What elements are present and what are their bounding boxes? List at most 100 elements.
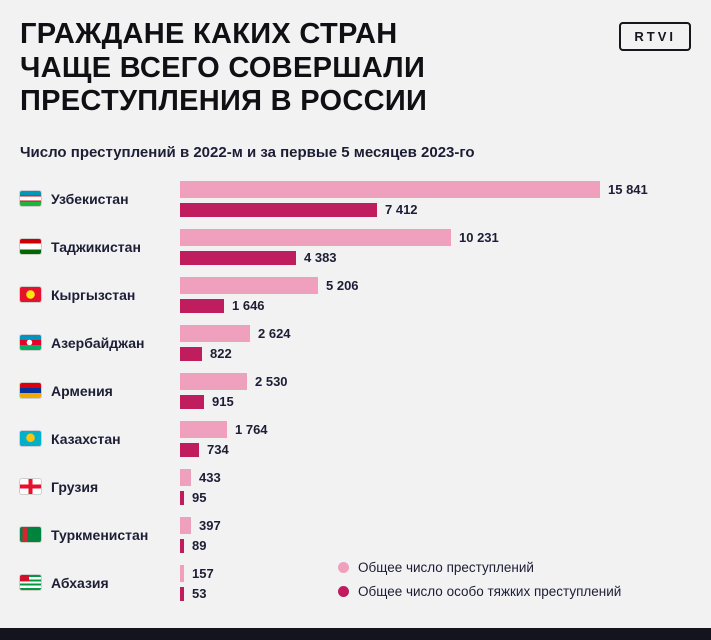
footer-bar (0, 628, 711, 640)
title-line-1: ГРАЖДАНЕ КАКИХ СТРАН (20, 18, 398, 50)
grave-bar-line: 1 646 (180, 298, 359, 314)
total-value: 397 (199, 517, 221, 533)
row-bars: 397 89 (180, 516, 221, 554)
grave-bar (180, 490, 184, 505)
grave-bar-line: 89 (180, 538, 221, 554)
row-label-cell: Казахстан (20, 431, 180, 447)
row-label-cell: Азербайджан (20, 335, 180, 351)
legend-label-grave: Общее число особо тяжких преступлений (358, 584, 622, 599)
row-label-cell: Кыргызстан (20, 287, 180, 303)
total-bar (180, 516, 191, 534)
grave-bar (180, 586, 184, 601)
country-label: Грузия (51, 478, 99, 495)
row-label-cell: Таджикистан (20, 239, 180, 255)
chart-row: Абхазия 157 53 (20, 564, 691, 602)
grave-bar-line: 4 383 (180, 250, 499, 266)
total-bar-line: 10 231 (180, 228, 499, 246)
grave-bar (180, 538, 184, 553)
grave-bar (180, 298, 224, 313)
grave-legend-dot-icon (338, 586, 349, 597)
total-bar (180, 276, 318, 294)
grave-value: 95 (192, 490, 207, 506)
legend: Общее число преступлений Общее число осо… (338, 560, 621, 599)
flag-azerbaijan-icon (20, 335, 41, 351)
country-label: Таджикистан (51, 238, 141, 255)
row-bars: 15 841 7 412 (180, 180, 648, 218)
title-line-3: ПРЕСТУПЛЕНИЯ В РОССИИ (20, 85, 428, 118)
total-bar-line: 157 (180, 564, 214, 582)
grave-value: 89 (192, 538, 207, 554)
grave-bar-line: 822 (180, 346, 291, 362)
rtvi-logo: RTVI (619, 22, 691, 51)
total-bar-line: 433 (180, 468, 221, 486)
total-bar (180, 564, 184, 582)
chart-row: Таджикистан 10 231 4 383 (20, 228, 691, 266)
total-value: 2 530 (255, 373, 288, 389)
grave-bar-line: 7 412 (180, 202, 648, 218)
grave-value: 822 (210, 346, 232, 362)
chart-row: Узбекистан 15 841 7 412 (20, 180, 691, 218)
flag-abkhazia-icon (20, 575, 41, 591)
chart-row: Туркменистан 397 89 (20, 516, 691, 554)
total-value: 157 (192, 565, 214, 581)
row-bars: 1 764 734 (180, 420, 268, 458)
flag-tajikistan-icon (20, 239, 41, 255)
legend-item-total: Общее число преступлений (338, 560, 621, 575)
total-bar-line: 5 206 (180, 276, 359, 294)
chart-row: Казахстан 1 764 734 (20, 420, 691, 458)
row-bars: 10 231 4 383 (180, 228, 499, 266)
grave-bar (180, 250, 296, 265)
row-label-cell: Абхазия (20, 575, 180, 591)
grave-value: 4 383 (304, 250, 337, 266)
country-label: Армения (51, 382, 113, 399)
total-bar (180, 468, 191, 486)
flag-kyrgyzstan-icon (20, 287, 41, 303)
chart-row: Азербайджан 2 624 822 (20, 324, 691, 362)
header: ГРАЖДАНЕ КАКИХ СТРАН ЧАЩЕ ВСЕГО СОВЕРШАЛ… (20, 18, 691, 119)
total-bar (180, 324, 250, 342)
total-bar-line: 15 841 (180, 180, 648, 198)
chart-row: Кыргызстан 5 206 1 646 (20, 276, 691, 314)
grave-bar (180, 394, 204, 409)
flag-uzbekistan-icon (20, 191, 41, 207)
legend-item-grave: Общее число особо тяжких преступлений (338, 584, 621, 599)
country-label: Узбекистан (51, 190, 129, 207)
total-value: 5 206 (326, 277, 359, 293)
chart-subtitle: Число преступлений в 2022-м и за первые … (20, 143, 475, 161)
grave-value: 915 (212, 394, 234, 410)
grave-value: 734 (207, 442, 229, 458)
grave-value: 53 (192, 586, 207, 602)
country-label: Казахстан (51, 430, 121, 447)
row-label-cell: Грузия (20, 479, 180, 495)
total-value: 1 764 (235, 421, 268, 437)
total-bar (180, 372, 247, 390)
row-bars: 2 624 822 (180, 324, 291, 362)
row-label-cell: Туркменистан (20, 527, 180, 543)
grave-value: 7 412 (385, 202, 418, 218)
flag-kazakhstan-icon (20, 431, 41, 447)
row-bars: 5 206 1 646 (180, 276, 359, 314)
row-label-cell: Армения (20, 383, 180, 399)
total-bar-line: 2 624 (180, 324, 291, 342)
grave-value: 1 646 (232, 298, 265, 314)
total-value: 10 231 (459, 229, 499, 245)
flag-georgia-icon (20, 479, 41, 495)
total-bar (180, 420, 227, 438)
grave-bar-line: 53 (180, 586, 214, 602)
country-label: Азербайджан (51, 334, 145, 351)
row-label-cell: Узбекистан (20, 191, 180, 207)
grave-bar (180, 202, 377, 217)
total-bar-line: 397 (180, 516, 221, 534)
country-label: Абхазия (51, 574, 109, 591)
grave-bar (180, 346, 202, 361)
row-bars: 2 530 915 (180, 372, 288, 410)
country-label: Кыргызстан (51, 286, 136, 303)
total-value: 2 624 (258, 325, 291, 341)
total-bar (180, 180, 600, 198)
grave-bar-line: 95 (180, 490, 221, 506)
flag-armenia-icon (20, 383, 41, 399)
grave-bar-line: 734 (180, 442, 268, 458)
total-value: 433 (199, 469, 221, 485)
total-bar-line: 1 764 (180, 420, 268, 438)
row-bars: 157 53 (180, 564, 214, 602)
